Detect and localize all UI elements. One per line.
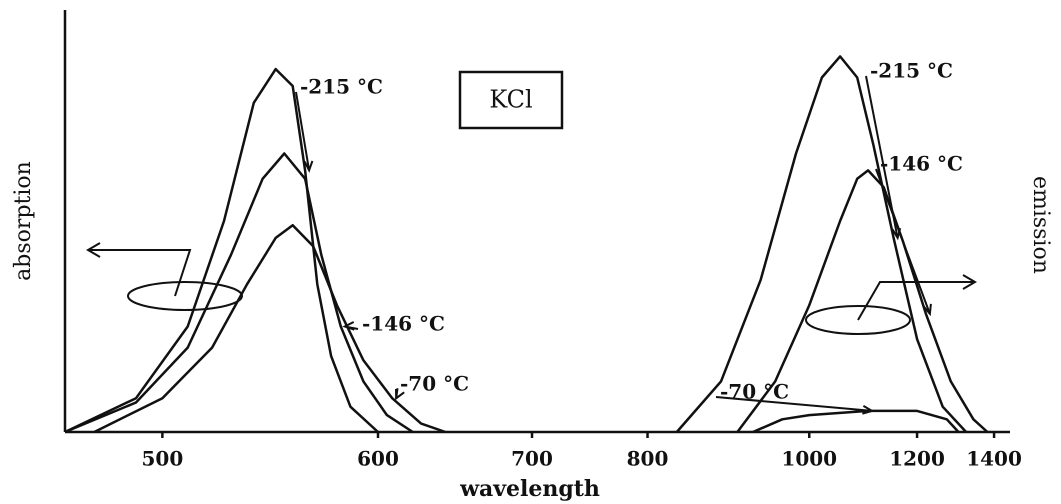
x-axis-label: wavelength xyxy=(459,476,600,502)
x-tick-label: 600 xyxy=(357,447,399,471)
series-label: -146 °C xyxy=(880,152,963,176)
series-label: -215 °C xyxy=(870,59,953,83)
x-tick-label: 700 xyxy=(511,447,553,471)
y2-axis-label: emission xyxy=(1028,176,1053,274)
series-label: -146 °C xyxy=(362,312,445,336)
x-tick-label: 500 xyxy=(142,447,184,471)
box-label: KCl xyxy=(489,86,532,114)
absorption-marker xyxy=(88,243,242,310)
spectrum-line xyxy=(753,411,959,432)
y-axis-label: absorption xyxy=(11,161,36,281)
x-tick-label: 1400 xyxy=(966,447,1022,471)
series-label: -215 °C xyxy=(300,75,383,99)
emission-marker xyxy=(806,275,975,334)
x-tick-label: 800 xyxy=(627,447,669,471)
series-label: -70 °C xyxy=(720,380,789,404)
spectrum-line xyxy=(65,154,413,433)
chart: absorption emission wavelength KCl 500 60… xyxy=(0,0,1061,504)
spectrum-line xyxy=(677,56,966,432)
series-label: -70 °C xyxy=(400,372,469,396)
x-tick-label: 1200 xyxy=(889,447,945,471)
label-arrow xyxy=(876,169,930,314)
x-tick-label: 1000 xyxy=(781,447,837,471)
